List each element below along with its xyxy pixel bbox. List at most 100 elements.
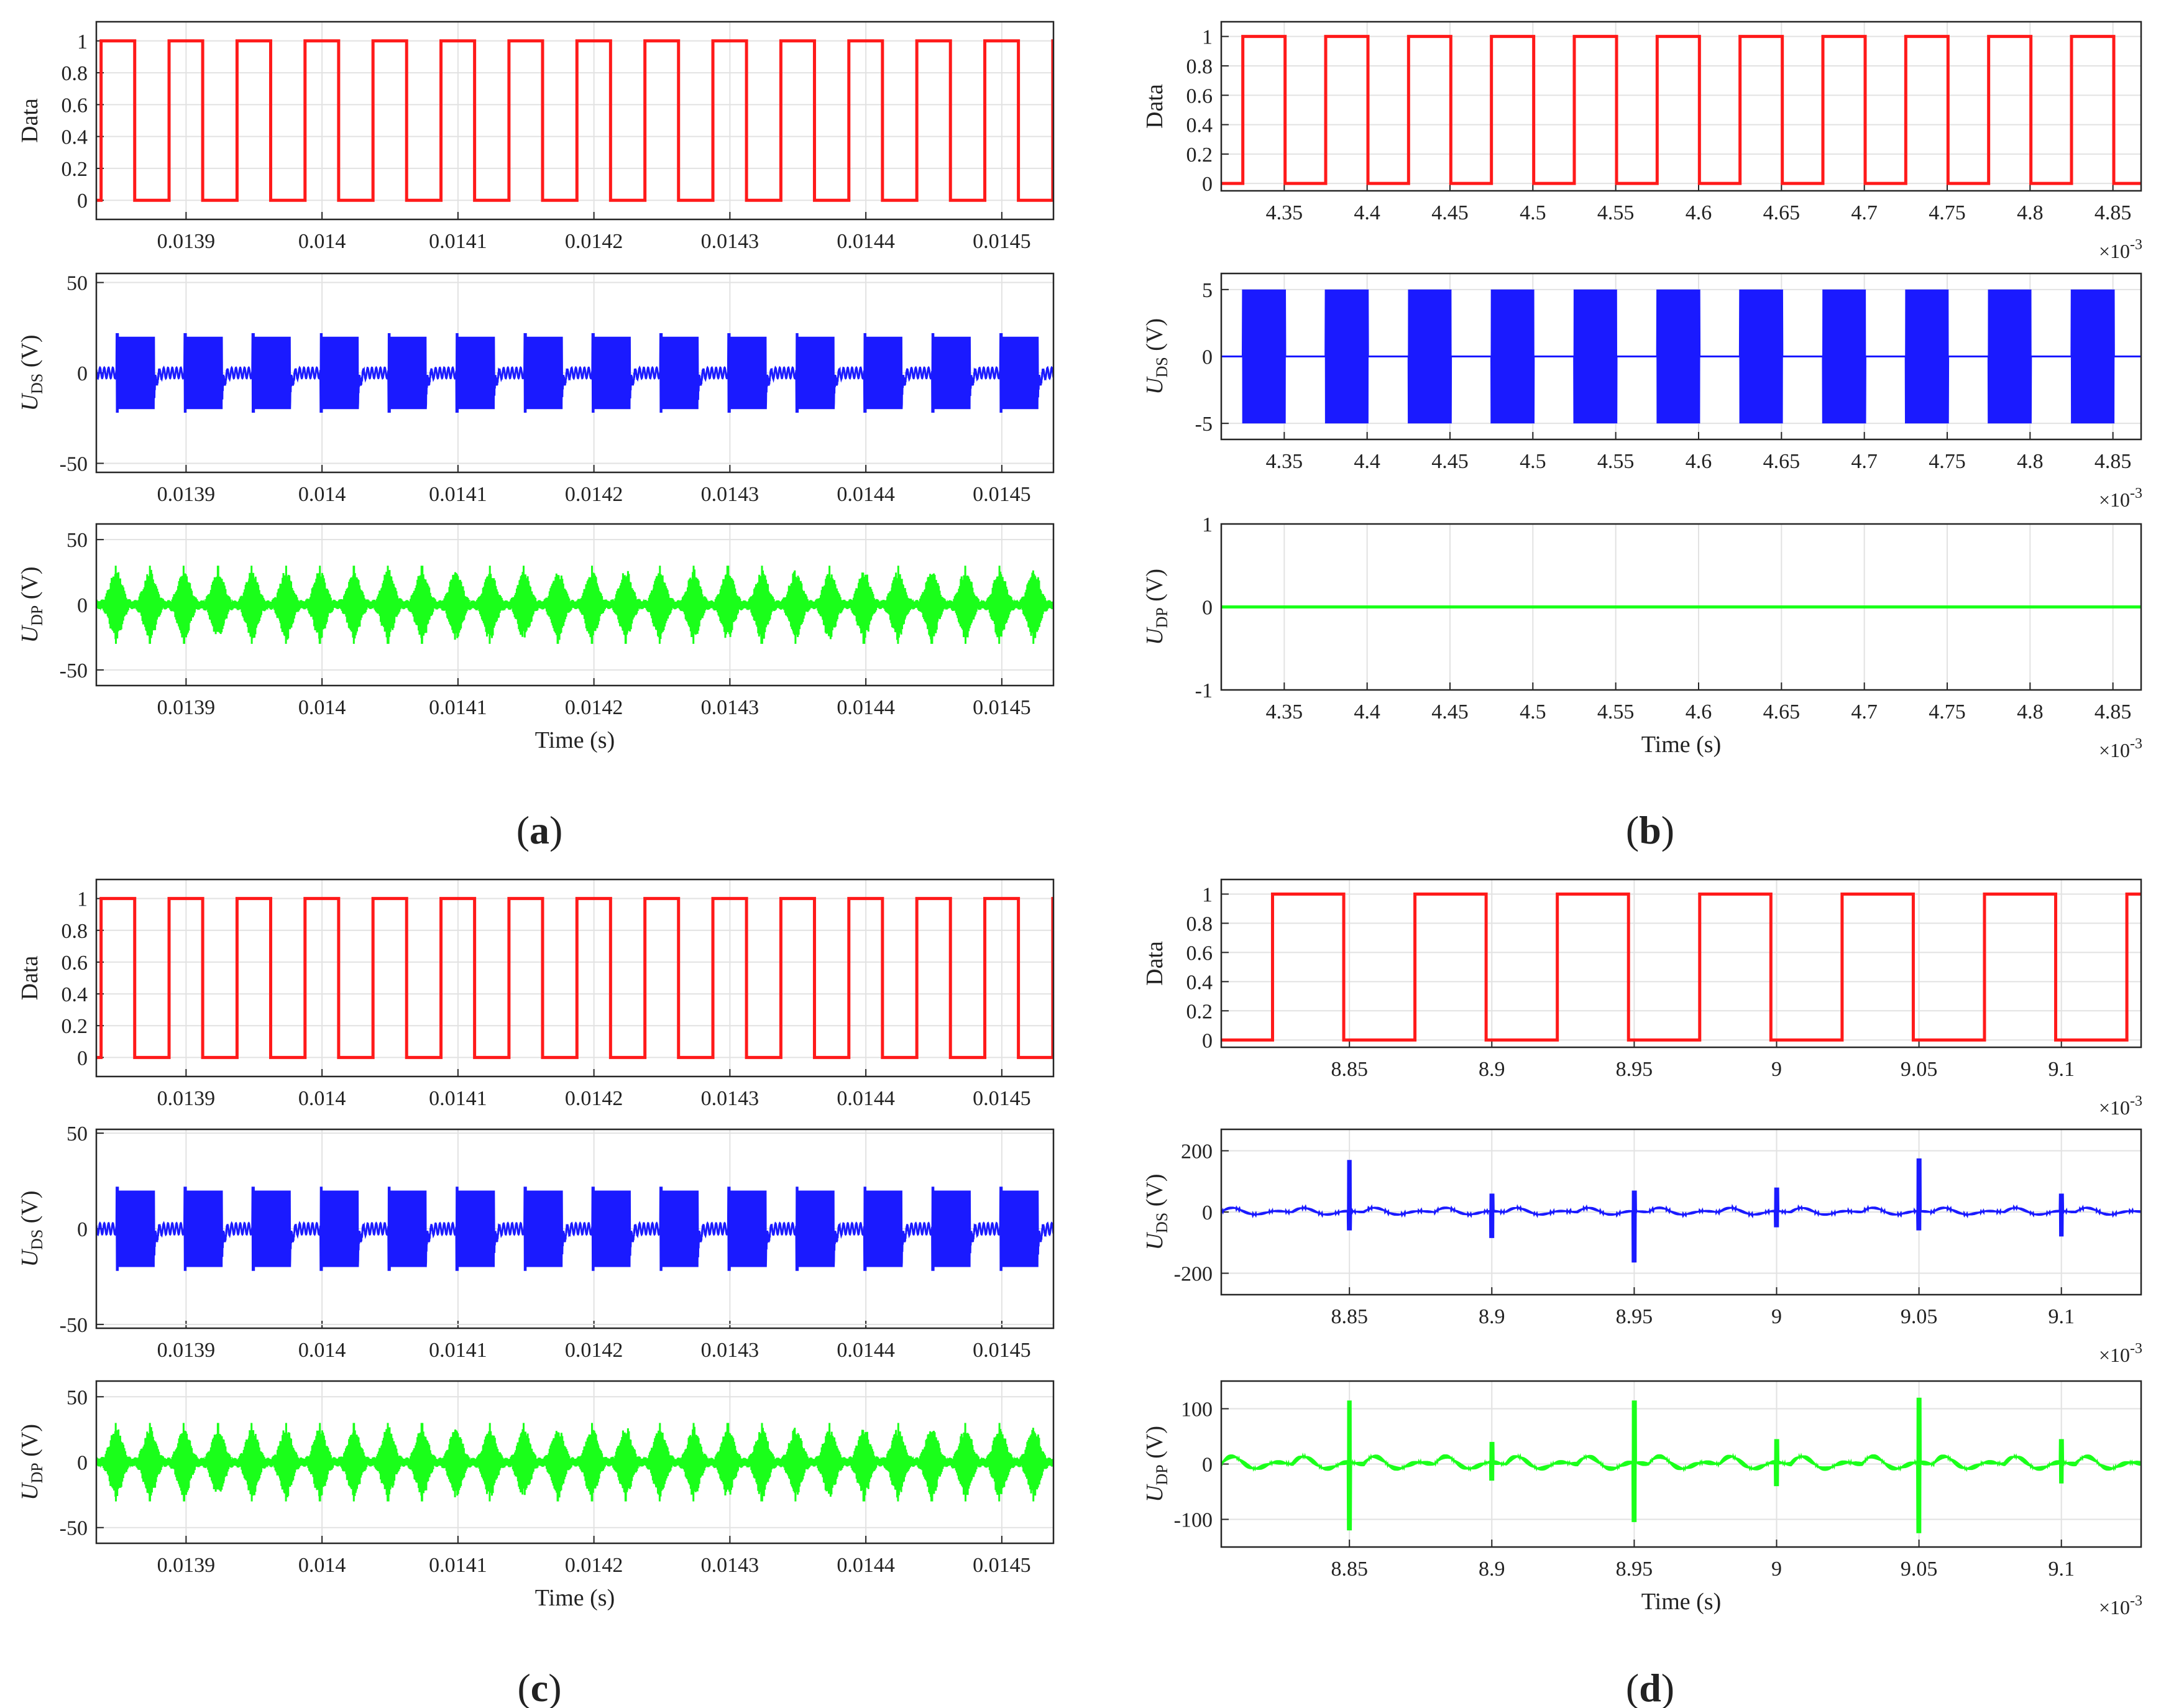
x-tick-label: 4.6 — [1686, 700, 1712, 723]
x-tick-label: 0.0141 — [429, 1554, 487, 1577]
axes-frame — [95, 21, 1055, 221]
series-line-data — [96, 39, 1053, 202]
x-tick-label: 0.0145 — [973, 1087, 1031, 1110]
x-tick-label: 0.0145 — [973, 696, 1031, 719]
x-tick-label: 0.0143 — [701, 230, 759, 253]
x-tick-label: 0.0139 — [157, 1087, 216, 1110]
y-tick-label: -50 — [60, 1314, 88, 1337]
y-tick-label: -100 — [1174, 1509, 1213, 1532]
x-exponent-label: ×10-3 — [2099, 736, 2142, 761]
series-line-data — [1221, 35, 2141, 185]
x-axis-label: Time (s) — [1641, 1589, 1721, 1615]
axes-b-3: 4.35 4.4 4.45 4.5 4.55 4.6 4.65 4.7 4.75 4.8 4.85 0… — [1142, 21, 2142, 262]
x-tick-label: 0.0142 — [565, 230, 623, 253]
x-tick-label: 4.55 — [1597, 450, 1635, 473]
y-tick-label: -50 — [60, 452, 88, 475]
x-tick-label: 0.0141 — [429, 483, 487, 506]
y-tick-label: 0.2 — [62, 1015, 88, 1038]
series-line-uds — [1221, 289, 2141, 424]
y-axis-label: UDS (V) — [17, 1191, 46, 1267]
panel-label-a: (a) — [516, 808, 563, 852]
x-tick-label: 0.0145 — [973, 483, 1031, 506]
plot-area — [1221, 22, 2141, 191]
x-tick-label: 4.65 — [1763, 700, 1801, 723]
x-tick-label: 0.0144 — [837, 696, 895, 719]
y-tick-label: 0 — [1202, 173, 1213, 196]
axes-frame — [1220, 1380, 2142, 1548]
x-tick-label: 0.0141 — [429, 230, 487, 253]
axes-frame — [95, 523, 1055, 687]
y-tick-label: 0.8 — [62, 920, 88, 943]
x-tick-label: 0.0142 — [565, 696, 623, 719]
x-tick-label: 0.0141 — [429, 1339, 487, 1362]
x-tick-label: 0.014 — [298, 1554, 346, 1577]
y-tick-label: 0.6 — [62, 94, 88, 117]
x-tick-label: 0.0142 — [565, 1554, 623, 1577]
axes-b-5: 4.35 4.4 4.45 4.5 4.55 4.6 4.65 4.7 4.75 4.8 4.85 -… — [1142, 513, 2142, 761]
x-tick-label: 0.014 — [298, 1339, 346, 1362]
y-axis-label: UDP (V) — [1142, 1426, 1171, 1502]
x-tick-label: 0.0144 — [837, 230, 895, 253]
y-tick-label: 1 — [1202, 883, 1213, 906]
x-tick-label: 4.85 — [2094, 201, 2132, 224]
x-tick-label: 0.0139 — [157, 696, 216, 719]
x-tick-label: 0.014 — [298, 230, 346, 253]
axes-frame — [95, 1128, 1055, 1329]
axes-d-9: 8.85 8.9 8.95 9 9.05 9.1 0 0.2 0.4 0.6 0.8 1 Data ×10… — [1142, 878, 2142, 1119]
x-tick-label: 0.0145 — [973, 1339, 1031, 1362]
y-axis-label: UDS (V) — [1142, 318, 1171, 395]
x-tick-label: 4.65 — [1763, 450, 1801, 473]
axes-b-4: 4.35 4.4 4.45 4.5 4.55 4.6 4.65 4.7 4.75 4.8 4.85 -… — [1142, 272, 2142, 511]
y-tick-label: 1 — [1202, 513, 1213, 536]
x-tick-label: 4.5 — [1520, 201, 1546, 224]
y-axis-label: UDP (V) — [1142, 569, 1171, 645]
axes-c-7: 0.0139 0.014 0.0141 0.0142 0.0143 0.0144 0.014… — [17, 1123, 1055, 1362]
x-tick-label: 4.7 — [1851, 450, 1878, 473]
x-tick-label: 0.014 — [298, 483, 346, 506]
x-tick-label: 0.0143 — [701, 483, 759, 506]
y-tick-label: 0.4 — [62, 126, 88, 149]
x-tick-label: 0.0143 — [701, 1554, 759, 1577]
axes-d-11: 8.85 8.9 8.95 9 9.05 9.1 -100 0 100 UDP (V) Time (… — [1142, 1380, 2142, 1618]
x-tick-label: 8.9 — [1479, 1305, 1505, 1328]
x-tick-label: 0.0141 — [429, 1087, 487, 1110]
y-axis-label: UDP (V) — [17, 567, 46, 643]
y-tick-label: 0 — [1202, 1454, 1213, 1477]
y-tick-label: 0.4 — [1186, 971, 1213, 994]
x-tick-label: 0.0144 — [837, 1554, 895, 1577]
x-tick-label: 4.4 — [1354, 450, 1380, 473]
axes-frame — [95, 1380, 1055, 1545]
axes-frame — [1220, 878, 2142, 1049]
plot-area — [96, 879, 1053, 1077]
y-tick-label: 0 — [77, 1452, 88, 1475]
x-tick-label: 0.0139 — [157, 483, 216, 506]
x-tick-label: 4.6 — [1686, 450, 1712, 473]
x-tick-label: 4.45 — [1431, 450, 1469, 473]
x-exponent-label: ×10-3 — [2099, 1093, 2142, 1119]
x-tick-label: 4.5 — [1520, 700, 1546, 723]
y-tick-label: -50 — [60, 659, 88, 682]
y-tick-label: 0.8 — [1186, 55, 1213, 78]
x-tick-label: 0.0144 — [837, 483, 895, 506]
y-tick-label: 50 — [67, 272, 88, 295]
x-tick-label: 8.95 — [1616, 1058, 1653, 1081]
x-tick-label: 0.0143 — [701, 696, 759, 719]
panel-label-c: (c) — [517, 1666, 561, 1708]
x-tick-label: 8.85 — [1331, 1058, 1368, 1081]
axes-a-0: 0.0139 0.014 0.0141 0.0142 0.0143 0.0144 0.014… — [17, 21, 1055, 253]
x-tick-label: 4.75 — [1929, 450, 1966, 473]
x-tick-label: 0.0145 — [973, 1554, 1031, 1577]
x-tick-label: 0.0141 — [429, 696, 487, 719]
y-tick-label: -5 — [1195, 413, 1213, 436]
x-axis-label: Time (s) — [535, 1585, 615, 1611]
x-tick-label: 4.8 — [2017, 201, 2044, 224]
y-tick-label: -1 — [1195, 679, 1213, 702]
x-tick-label: 4.35 — [1266, 201, 1303, 224]
x-tick-label: 8.95 — [1616, 1558, 1653, 1581]
y-tick-label: 1 — [1202, 26, 1213, 49]
y-tick-label: 50 — [67, 1123, 88, 1146]
y-tick-label: 200 — [1181, 1140, 1213, 1163]
y-tick-label: 50 — [67, 529, 88, 552]
series-line-uds — [1221, 1158, 2141, 1263]
y-tick-label: 0.8 — [62, 62, 88, 85]
